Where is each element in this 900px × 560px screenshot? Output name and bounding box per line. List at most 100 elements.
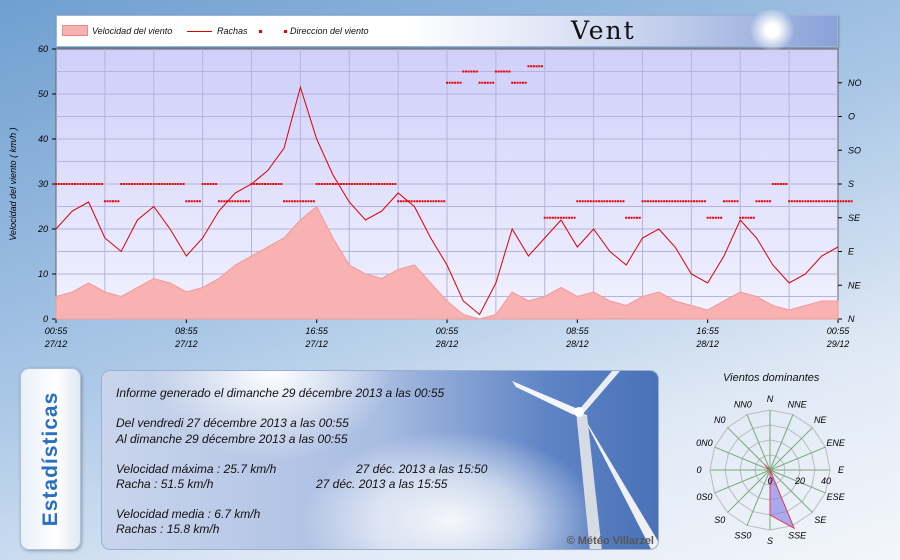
direction-point [608,200,611,203]
direction-point [660,200,663,203]
direction-point [269,183,272,185]
direction-point [679,200,682,203]
direction-point [630,216,633,219]
rose-spoke [769,469,826,494]
direction-point [815,200,818,203]
direction-point [589,200,592,203]
direction-point [125,183,128,185]
legend-dir-dot [259,30,262,33]
chart-banner: Velocidad del viento Rachas Direccion de… [56,10,838,50]
direction-point [557,216,560,219]
direction-point [584,200,587,203]
rose-direction-label: 0 [696,465,701,475]
direction-point [147,183,150,185]
direction-point [828,200,831,203]
report-generated: Informe generado el dimanche 29 décembre… [116,386,445,400]
direction-point [114,200,117,203]
direction-point [334,183,337,185]
direction-point [701,200,704,203]
direction-point [226,200,229,203]
direction-point [492,81,495,84]
direction-point [359,183,362,185]
direction-point [152,183,155,185]
x-tick-date: 28/12 [565,339,589,349]
direction-point [741,216,744,219]
direction-point [663,200,666,203]
direction-point [513,81,516,84]
direction-point [633,216,636,219]
direction-point [788,200,791,203]
direction-point [782,183,785,185]
direction-point [508,70,511,73]
direction-point [437,200,440,203]
direction-point [831,200,834,203]
direction-point [435,200,438,203]
direction-point [190,200,193,203]
direction-point [307,200,310,203]
direction-point [236,200,239,203]
direction-point [204,183,207,185]
rose-direction-label: 0N0 [696,438,713,448]
direction-point [117,200,120,203]
direction-point [535,65,538,68]
direction-point [424,200,427,203]
direction-point [619,200,622,203]
rose-direction-label: ESE [827,492,846,502]
direction-point [443,200,446,203]
direction-point [551,216,554,219]
x-tick-label: 16:55 [305,326,329,336]
direction-point [215,183,218,185]
direction-point [399,200,402,203]
direction-point [606,200,609,203]
direction-point [405,200,408,203]
rose-direction-label: N [767,394,774,404]
legend-gust-line [187,31,212,32]
direction-point [280,183,283,185]
direction-point [258,183,261,185]
direction-point [144,183,147,185]
direction-point [845,200,848,203]
direction-point [758,200,761,203]
y2-tick-label: NE [848,280,861,290]
direction-point [361,183,364,185]
direction-point [532,65,535,68]
rose-direction-label: S0 [714,515,725,525]
direction-point [847,200,850,203]
direction-point [549,216,552,219]
direction-point [785,183,788,185]
statistics-tab[interactable]: Estadísticas [20,368,81,550]
direction-point [690,200,693,203]
direction-point [763,200,766,203]
rose-direction-label: E [838,465,845,475]
y2-tick-label: O [848,112,855,122]
direction-point [90,183,93,185]
sun-image [747,10,797,50]
direction-point [326,183,329,185]
direction-point [331,183,334,185]
rose-spoke [769,469,813,513]
direction-point [394,183,397,185]
x-tick-label: 08:55 [175,326,199,336]
direction-point [703,200,706,203]
direction-point [603,200,606,203]
direction-point [193,200,196,203]
direction-point [617,200,620,203]
rose-ring [709,409,831,531]
direction-point [747,216,750,219]
direction-point [809,200,812,203]
direction-point [733,200,736,203]
rose-direction-label: SSE [788,531,807,541]
direction-point [196,200,199,203]
direction-point [790,200,793,203]
direction-point [380,183,383,185]
direction-point [494,70,497,73]
direction-point [646,200,649,203]
direction-point [367,183,370,185]
direction-point [467,70,470,73]
direction-point [315,183,318,185]
rose-spoke [746,414,771,471]
rose-spoke [714,469,771,494]
direction-point [386,183,389,185]
direction-point [676,200,679,203]
direction-point [671,200,674,203]
